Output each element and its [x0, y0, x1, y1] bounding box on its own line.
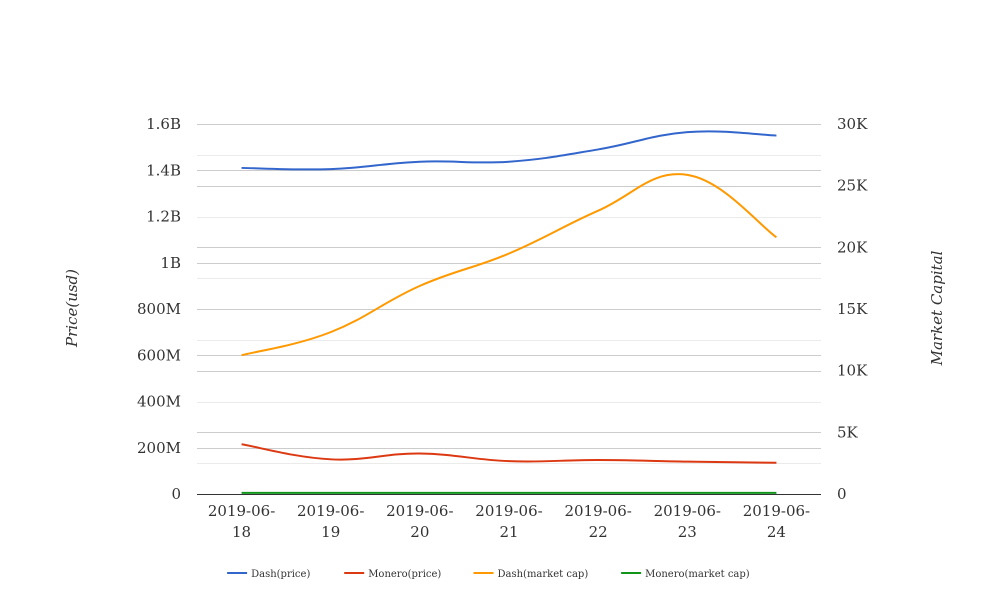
right-tick-label: 0 — [837, 485, 847, 503]
series-lines — [241, 130, 778, 494]
right-tick-label: 25K — [837, 177, 868, 195]
left-tick-label: 600M — [137, 346, 181, 364]
legend-label: Monero(price) — [368, 569, 441, 580]
x-tick-label: 23 — [678, 523, 697, 541]
x-tick-label: 19 — [321, 523, 340, 541]
x-tick-label: 21 — [499, 523, 518, 541]
x-tick-label: 2019-06- — [475, 502, 542, 520]
x-tick-label: 18 — [232, 523, 251, 541]
x-tick-label: 2019-06- — [564, 502, 631, 520]
right-tick-label: 15K — [837, 300, 868, 318]
series-line-2 — [241, 173, 778, 357]
x-tick-label: 2019-06- — [208, 502, 275, 520]
right-axis-title: Market Capital — [928, 250, 946, 366]
left-tick-label: 800M — [137, 300, 181, 318]
legend-label: Dash(price) — [251, 569, 310, 580]
series-line-0 — [241, 130, 777, 171]
right-tick-label: 10K — [837, 362, 868, 380]
legend-label: Dash(market cap) — [498, 569, 589, 580]
x-axis-ticks: 2019-06- 18 2019-06- 19 2019-06- 20 2019-06- 21… — [208, 502, 810, 541]
x-tick-label: 2019-06- — [743, 502, 810, 520]
legend-label: Monero(market cap) — [645, 569, 750, 580]
left-tick-label: 1.6B — [146, 115, 181, 133]
series-line-1 — [241, 443, 777, 464]
left-tick-label: 200M — [137, 439, 181, 457]
left-tick-label: 1.2B — [146, 208, 181, 226]
x-tick-label: 2019-06- — [297, 502, 364, 520]
x-tick-label: 22 — [589, 523, 608, 541]
right-tick-label: 20K — [837, 238, 868, 256]
gridlines — [197, 124, 821, 495]
left-tick-label: 0 — [171, 485, 181, 503]
right-tick-label: 5K — [837, 423, 859, 441]
left-axis-title: Price(usd) — [63, 269, 81, 348]
right-tick-label: 30K — [837, 115, 868, 133]
left-tick-label: 400M — [137, 393, 181, 411]
left-tick-label: 1B — [160, 254, 181, 272]
x-tick-label: 2019-06- — [654, 502, 721, 520]
left-axis-ticks: 0 200M 400M 600M 800M 1B 1.2B 1.4B 1.6B — [137, 115, 181, 503]
left-tick-label: 1.4B — [146, 161, 181, 179]
x-tick-label: 2019-06- — [386, 502, 453, 520]
right-axis-ticks: 0 5K 10K 15K 20K 25K 30K — [837, 115, 868, 503]
x-tick-label: 20 — [410, 523, 429, 541]
legend: Dash(price) Monero(price) Dash(market cap)… — [227, 569, 750, 580]
x-tick-label: 24 — [767, 523, 786, 541]
